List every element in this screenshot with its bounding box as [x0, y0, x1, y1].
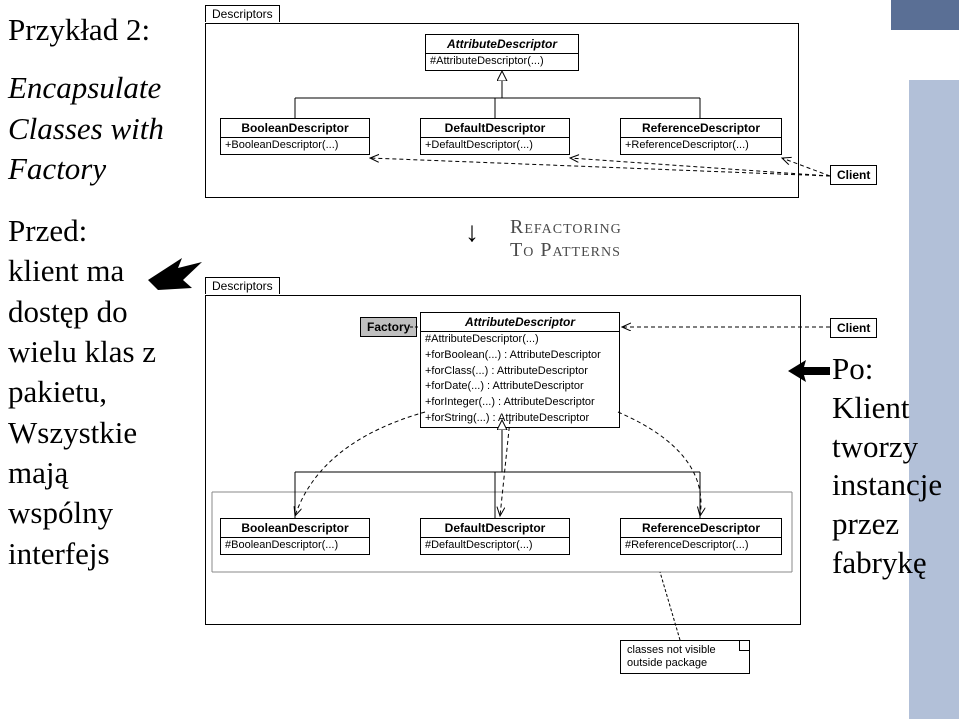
- after-description: Po: Klient tworzy instancje przez fabryk…: [832, 350, 952, 583]
- package-tab: Descriptors: [205, 277, 280, 294]
- class-op: +forString(...) : AttributeDescriptor: [421, 411, 619, 427]
- class-op: +forDate(...) : AttributeDescriptor: [421, 379, 619, 395]
- class-op: +forBoolean(...) : AttributeDescriptor: [421, 348, 619, 364]
- class-defaultdescriptor: DefaultDescriptor +DefaultDescriptor(...…: [420, 118, 570, 155]
- class-booleandescriptor: BooleanDescriptor +BooleanDescriptor(...…: [220, 118, 370, 155]
- class-referencedescriptor: ReferenceDescriptor +ReferenceDescriptor…: [620, 118, 782, 155]
- class-referencedescriptor: ReferenceDescriptor #ReferenceDescriptor…: [620, 518, 782, 555]
- package-tab: Descriptors: [205, 5, 280, 22]
- down-arrow-icon: ↓: [465, 216, 479, 248]
- client-box: Client: [830, 318, 877, 338]
- class-op: #AttributeDescriptor(...): [421, 332, 619, 348]
- class-defaultdescriptor: DefaultDescriptor #DefaultDescriptor(...…: [420, 518, 570, 555]
- class-op: +forInteger(...) : AttributeDescriptor: [421, 395, 619, 411]
- top-stripe: [891, 0, 959, 30]
- class-op: #AttributeDescriptor(...): [426, 54, 578, 70]
- note-visibility: classes not visible outside package: [620, 640, 750, 674]
- left-pointer-arrow-icon: [788, 358, 830, 384]
- refactoring-title: Refactoring To Patterns: [510, 216, 622, 262]
- note-corner-icon: [739, 641, 749, 651]
- class-name: AttributeDescriptor: [426, 35, 578, 54]
- class-op: +forClass(...) : AttributeDescriptor: [421, 364, 619, 380]
- pattern-name: Encapsulate Classes with Factory: [8, 68, 198, 189]
- diagram-before: Descriptors AttributeDescriptor #Attribu…: [200, 0, 900, 210]
- factory-label: Factory: [360, 317, 417, 337]
- class-attributedescriptor: AttributeDescriptor #AttributeDescriptor…: [425, 34, 579, 71]
- class-attributedescriptor: AttributeDescriptor #AttributeDescriptor…: [420, 312, 620, 428]
- class-booleandescriptor: BooleanDescriptor #BooleanDescriptor(...…: [220, 518, 370, 555]
- pointer-arrow-icon: [148, 250, 202, 304]
- example-title: Przykład 2:: [8, 10, 198, 50]
- white-gap: [891, 30, 959, 80]
- diagram-after: Descriptors Factory AttributeDescriptor …: [200, 272, 900, 702]
- client-box: Client: [830, 165, 877, 185]
